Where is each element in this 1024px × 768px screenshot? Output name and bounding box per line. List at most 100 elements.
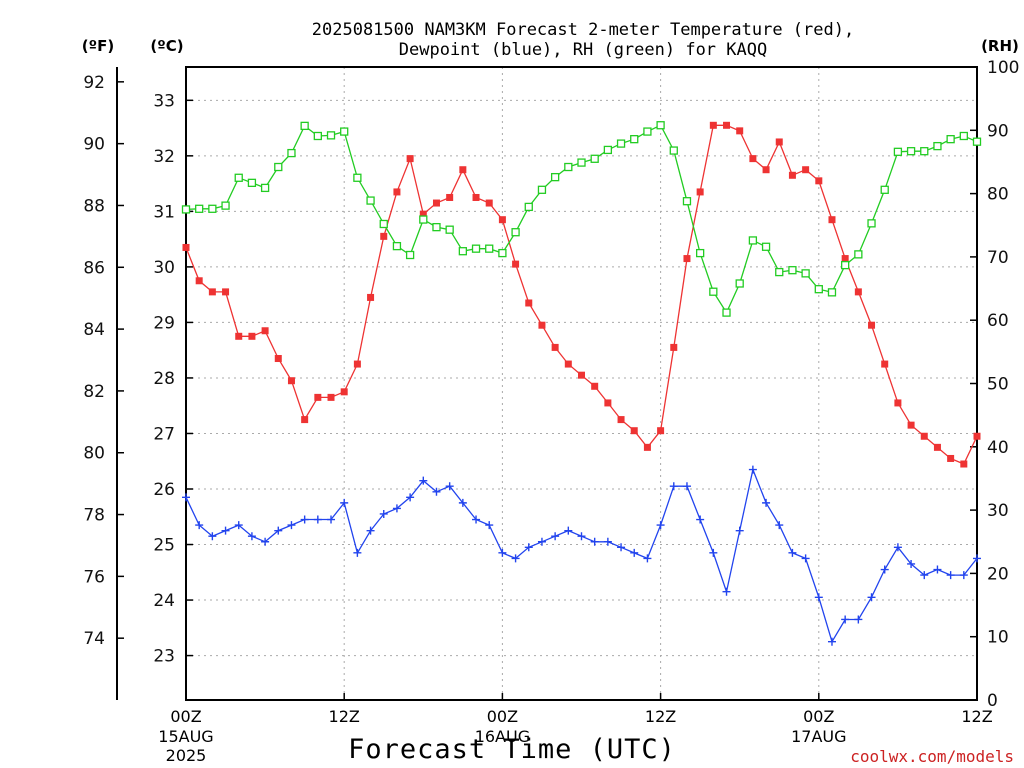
rh-point xyxy=(379,219,388,229)
rh-point xyxy=(775,267,784,277)
temperature-point xyxy=(617,416,625,424)
rh-point xyxy=(445,225,454,234)
temperature-point xyxy=(947,454,955,462)
fahrenheit-tick-label: 78 xyxy=(83,506,105,526)
fahrenheit-tick-label: 82 xyxy=(83,382,105,402)
temperature-point xyxy=(841,255,849,263)
temperature-point xyxy=(828,216,836,224)
temperature-point xyxy=(749,155,757,163)
chart-title-line-2: Dewpoint (blue), RH (green) for KAQQ xyxy=(399,40,767,60)
dewpoint-point xyxy=(485,521,494,530)
dewpoint-point xyxy=(722,587,731,596)
rh-point xyxy=(669,146,678,155)
temperature-point xyxy=(815,177,823,185)
dewpoint-point xyxy=(788,548,797,557)
rh-tick-label: 0 xyxy=(987,691,998,711)
rh-point xyxy=(801,269,810,278)
temperature-point xyxy=(933,443,941,451)
dewpoint-point xyxy=(472,515,481,524)
dewpoint-point xyxy=(696,515,705,524)
rh-point xyxy=(643,127,652,136)
temperature-point xyxy=(340,388,348,396)
temperature-point xyxy=(538,321,546,329)
dewpoint-point xyxy=(946,571,955,580)
dewpoint-point xyxy=(643,554,652,563)
rh-tick-label: 80 xyxy=(987,185,1009,205)
rh-point xyxy=(208,204,217,213)
rh-tick-label: 90 xyxy=(987,121,1009,141)
dewpoint-point xyxy=(432,487,441,496)
rh-point xyxy=(366,196,375,205)
temperature-point xyxy=(723,121,731,129)
chart-title-line-1: 2025081500 NAM3KM Forecast 2-meter Tempe… xyxy=(312,20,854,40)
dewpoint-point xyxy=(617,543,626,552)
temperature-point xyxy=(406,155,414,163)
temperature-point xyxy=(551,343,559,351)
dewpoint-point xyxy=(379,509,388,518)
dewpoint-point xyxy=(511,554,520,563)
celsius-tick-label: 28 xyxy=(153,369,175,389)
temperature-point xyxy=(512,260,520,268)
temperature-point xyxy=(696,188,704,196)
rh-point xyxy=(814,285,823,294)
rh-point xyxy=(577,158,586,167)
temperature-point xyxy=(920,432,928,440)
fahrenheit-tick-label: 74 xyxy=(83,629,105,649)
dewpoint-point xyxy=(801,554,810,563)
rh-point xyxy=(603,145,613,155)
x-tick-label: 12Z xyxy=(961,707,992,726)
dewpoint-point xyxy=(920,571,929,580)
rh-point xyxy=(590,154,599,163)
rh-point xyxy=(340,127,349,136)
dewpoint-point xyxy=(630,548,639,557)
dewpoint-point xyxy=(195,521,204,530)
temperature-point xyxy=(894,399,902,407)
text-layer: 2025081500 NAM3KM Forecast 2-meter Tempe… xyxy=(82,20,1019,766)
temperature-point xyxy=(472,193,480,201)
rh-tick-label: 40 xyxy=(987,438,1009,458)
rh-tick-label: 50 xyxy=(987,375,1009,395)
celsius-tick-label: 30 xyxy=(153,258,175,278)
dewpoint-point xyxy=(880,565,889,574)
temperature-point xyxy=(274,355,282,363)
dewpoint-point xyxy=(445,482,454,491)
dewpoint-point xyxy=(221,526,230,535)
temperature-point xyxy=(591,382,599,390)
dewpoint-point xyxy=(524,543,533,552)
temperature-point xyxy=(604,399,612,407)
rh-point xyxy=(880,185,889,194)
dewpoint-point xyxy=(933,565,942,574)
rh-point xyxy=(696,248,705,258)
temperature-point xyxy=(248,332,256,340)
rh-point xyxy=(841,260,850,270)
fahrenheit-axis-unit: (ºF) xyxy=(82,37,114,55)
rh-point xyxy=(854,250,863,259)
dewpoint-point xyxy=(748,465,757,474)
dewpoint-point xyxy=(854,615,863,624)
dewpoint-point xyxy=(419,476,428,485)
dewpoint-point xyxy=(340,498,349,507)
rh-point xyxy=(471,244,481,253)
temperature-point xyxy=(393,188,401,196)
rh-point xyxy=(287,148,296,158)
temperature-point xyxy=(327,393,335,401)
rh-point xyxy=(458,247,468,256)
dewpoint-point xyxy=(366,526,375,535)
temperature-point xyxy=(657,427,665,435)
temperature-point xyxy=(670,343,678,351)
celsius-tick-label: 23 xyxy=(153,647,175,667)
temperature-point xyxy=(709,121,717,129)
x-tick-label: 00Z xyxy=(487,707,518,726)
rh-point xyxy=(761,242,771,251)
temperature-point xyxy=(287,377,295,385)
temperature-point xyxy=(775,138,783,146)
fahrenheit-tick-label: 92 xyxy=(83,73,105,93)
rh-point xyxy=(353,173,362,182)
temperature-point xyxy=(222,288,230,296)
temperature-point xyxy=(353,360,361,368)
temperature-point xyxy=(683,255,691,263)
rh-tick-label: 20 xyxy=(987,564,1009,584)
x-tick-label: 12Z xyxy=(329,707,360,726)
temperature-point xyxy=(301,416,309,424)
rh-point xyxy=(656,121,665,130)
